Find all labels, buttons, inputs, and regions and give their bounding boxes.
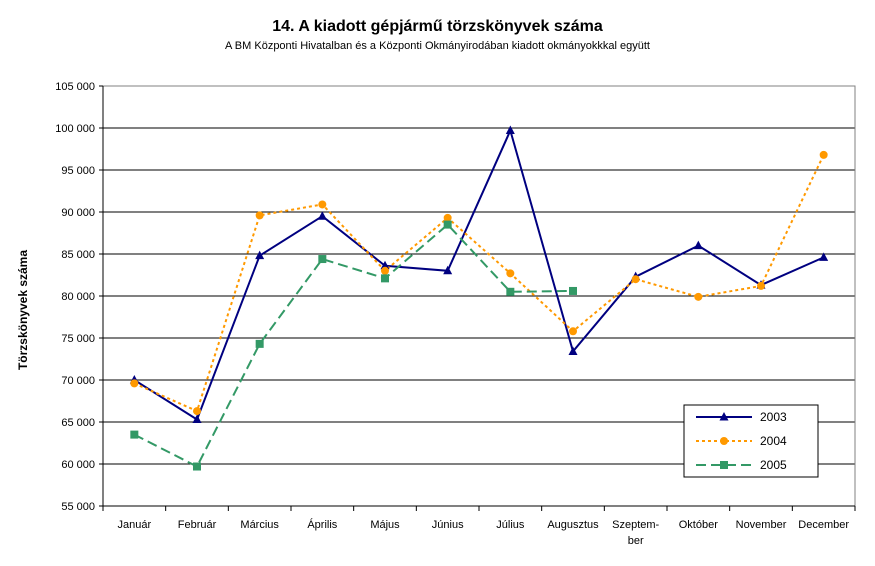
legend-label-2004: 2004 <box>760 434 787 448</box>
data-point-2005 <box>506 287 515 296</box>
x-tick-label: November <box>736 519 787 531</box>
legend-marker-2004 <box>720 437 728 445</box>
series-markers <box>129 125 829 471</box>
data-point-2003 <box>443 265 453 275</box>
data-point-2004 <box>318 200 327 209</box>
data-point-2004 <box>130 379 139 388</box>
legend-marker-2005 <box>720 461 728 469</box>
series-line-2004 <box>133 154 825 413</box>
data-point-2003 <box>568 346 578 355</box>
data-point-2005 <box>130 430 139 439</box>
data-point-2003 <box>255 250 265 260</box>
data-point-2003 <box>317 211 327 220</box>
x-tick-label: Április <box>307 518 337 531</box>
x-tick-label: Június <box>432 519 464 531</box>
data-point-2005 <box>381 274 389 283</box>
data-point-2003 <box>693 240 703 250</box>
data-point-2005 <box>569 286 577 295</box>
y-tick-label: 90 000 <box>61 207 95 219</box>
y-tick-label: 85 000 <box>61 249 95 261</box>
data-point-2005 <box>255 339 264 348</box>
chart-title: 14. A kiadott gépjármű törzskönyvek szám… <box>272 18 603 35</box>
x-tick-label: Május <box>370 519 400 531</box>
legend-marker-2003 <box>719 412 729 421</box>
data-point-2004 <box>819 150 828 159</box>
legend-label-2003: 2003 <box>760 410 787 424</box>
series-line-2005 <box>133 223 574 468</box>
data-point-2004 <box>443 213 452 222</box>
chart-subtitle: A BM Központi Hivatalban és a Központi O… <box>225 40 650 52</box>
legend-label-2005: 2005 <box>760 458 787 472</box>
data-point-2004 <box>694 292 703 301</box>
data-point-2004 <box>255 211 264 220</box>
x-tick-label: Február <box>178 519 217 531</box>
y-tick-label: 55 000 <box>61 501 95 513</box>
y-tick-label: 95 000 <box>61 165 95 177</box>
y-tick-label: 65 000 <box>61 417 95 429</box>
data-point-2004 <box>506 269 515 278</box>
data-point-2004 <box>381 266 389 275</box>
axes <box>99 85 856 511</box>
data-point-2003 <box>819 252 829 261</box>
legend: 2003 2004 2005 <box>683 404 819 478</box>
y-tick-label: 70 000 <box>61 375 95 387</box>
data-point-2004 <box>193 407 201 416</box>
x-tick-labels: Január Február Március Április Május Június Jú… <box>118 518 850 547</box>
y-tick-labels: 55 000 60 000 65 000 70 000 75 000 80 000 85 0… <box>55 81 95 513</box>
data-point-2003 <box>380 260 390 270</box>
x-tick-label: Szeptem-ber <box>612 519 659 547</box>
y-tick-label: 75 000 <box>61 333 95 345</box>
x-tick-label: Július <box>496 519 525 531</box>
x-tick-label: Október <box>679 519 718 531</box>
x-tick-label: December <box>798 519 849 531</box>
x-tick-label: Március <box>240 519 279 531</box>
data-point-2004 <box>569 327 577 336</box>
x-tick-label: Január <box>118 519 152 531</box>
data-point-2003 <box>192 414 202 423</box>
y-tick-label: 105 000 <box>55 81 95 93</box>
data-point-2005 <box>443 220 452 229</box>
series-line-2003 <box>133 127 825 421</box>
data-point-2004 <box>631 275 640 284</box>
data-point-2003 <box>505 125 515 135</box>
series-lines <box>133 127 825 468</box>
data-point-2005 <box>193 462 201 471</box>
y-tick-label: 100 000 <box>55 123 95 135</box>
x-tick-label: Augusztus <box>547 519 599 531</box>
data-point-2005 <box>318 255 327 264</box>
y-tick-label: 80 000 <box>61 291 95 303</box>
y-tick-label: 60 000 <box>61 459 95 471</box>
data-point-2004 <box>757 281 765 290</box>
